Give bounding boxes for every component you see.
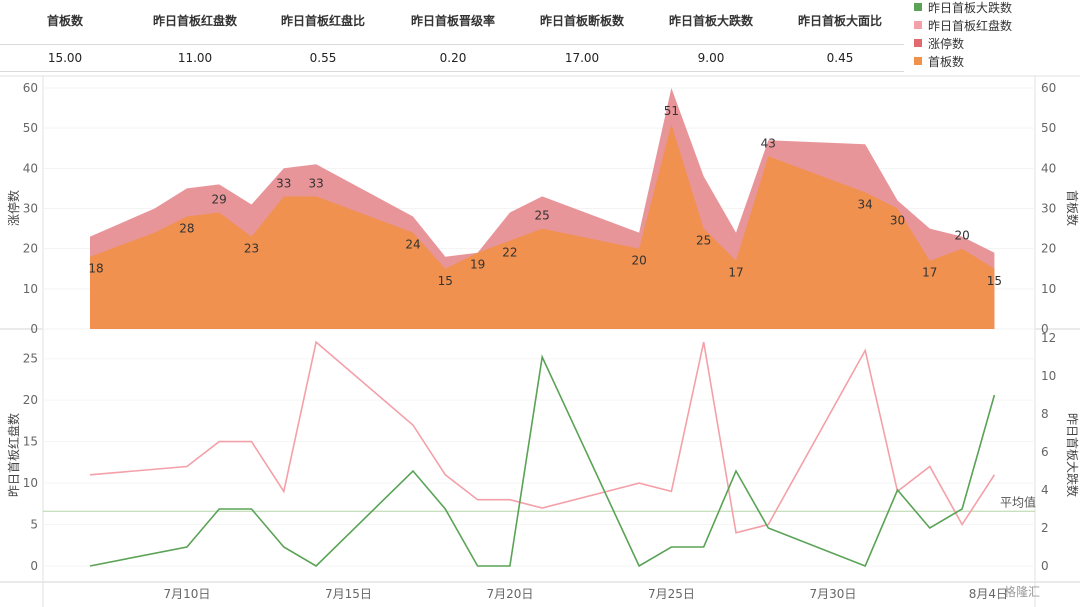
kpi-header: 昨日首板大跌数 bbox=[668, 14, 753, 28]
data-label: 34 bbox=[858, 197, 873, 211]
data-label: 43 bbox=[761, 136, 776, 150]
legend-item: 昨日首板大跌数 bbox=[914, 0, 1013, 15]
reference-line-label: 平均值 bbox=[1000, 494, 1036, 509]
x-tick-label: 7月15日 bbox=[325, 587, 372, 601]
legend-item: 首板数 bbox=[914, 54, 965, 69]
kpi-value: 11.00 bbox=[177, 51, 213, 65]
data-label: 28 bbox=[179, 222, 194, 236]
watermark: 格隆汇 bbox=[1004, 585, 1041, 599]
y-tick-label: 10 bbox=[23, 282, 38, 296]
y2-tick-label: 30 bbox=[1041, 202, 1056, 216]
legend-swatch bbox=[914, 39, 922, 47]
y-axis-title: 昨日首板红盘数 bbox=[6, 413, 21, 497]
legend-item: 涨停数 bbox=[914, 36, 965, 51]
data-label: 20 bbox=[631, 254, 646, 268]
series-line-big-drop bbox=[89, 354, 996, 568]
kpi-header: 首板数 bbox=[46, 14, 83, 28]
y2-tick-label: 6 bbox=[1041, 445, 1049, 459]
kpi-value: 17.00 bbox=[564, 51, 600, 65]
data-label: 51 bbox=[664, 104, 679, 118]
data-label: 18 bbox=[88, 262, 103, 276]
x-tick-label: 7月20日 bbox=[486, 587, 533, 601]
y2-tick-label: 0 bbox=[1041, 559, 1049, 573]
kpi-value: 0.55 bbox=[309, 51, 337, 65]
y-tick-label: 15 bbox=[23, 435, 38, 449]
data-label: 22 bbox=[502, 246, 517, 260]
kpi-header: 昨日首板断板数 bbox=[539, 14, 624, 28]
y-tick-label: 25 bbox=[23, 352, 38, 366]
y-tick-label: 10 bbox=[23, 476, 38, 490]
series-line-red-count bbox=[89, 340, 996, 534]
y2-tick-label: 20 bbox=[1041, 242, 1056, 256]
legend-label: 昨日首板大跌数 bbox=[928, 0, 1013, 15]
y-tick-label: 60 bbox=[23, 81, 38, 95]
y2-tick-label: 10 bbox=[1041, 282, 1056, 296]
data-label: 17 bbox=[922, 266, 937, 280]
x-tick-label: 8月4日 bbox=[969, 587, 1008, 601]
legend-label: 涨停数 bbox=[928, 36, 965, 51]
y-tick-label: 5 bbox=[30, 518, 38, 532]
y-tick-label: 20 bbox=[23, 393, 38, 407]
kpi-header: 昨日首板晋级率 bbox=[410, 14, 495, 28]
x-tick-label: 7月30日 bbox=[809, 587, 856, 601]
data-label: 24 bbox=[405, 238, 420, 252]
y2-tick-label: 50 bbox=[1041, 121, 1056, 135]
kpi-table: 首板数 昨日首板红盘数 昨日首板红盘比 昨日首板晋级率 昨日首板断板数 昨日首板大跌数 昨日… bbox=[0, 0, 904, 72]
legend-swatch bbox=[914, 3, 922, 11]
data-label: 19 bbox=[470, 258, 485, 272]
kpi-value: 0.45 bbox=[826, 51, 854, 65]
kpi-divider bbox=[0, 71, 904, 72]
y-tick-label: 20 bbox=[23, 242, 38, 256]
y2-tick-label: 10 bbox=[1041, 369, 1056, 383]
y-tick-label: 0 bbox=[30, 322, 38, 336]
y-tick-label: 40 bbox=[23, 161, 38, 175]
legend-label: 首板数 bbox=[928, 54, 965, 69]
y2-tick-label: 12 bbox=[1041, 331, 1056, 345]
legend-item: 昨日首板红盘数 bbox=[914, 18, 1013, 33]
y2-tick-label: 0 bbox=[1041, 322, 1049, 336]
y2-tick-label: 40 bbox=[1041, 161, 1056, 175]
kpi-header: 昨日首板大面比 bbox=[797, 14, 882, 28]
y2-tick-label: 60 bbox=[1041, 81, 1056, 95]
data-label: 25 bbox=[696, 234, 711, 248]
data-label: 33 bbox=[276, 176, 291, 190]
legend-swatch bbox=[914, 21, 922, 29]
data-label: 33 bbox=[308, 176, 323, 190]
y2-axis-title: 昨日首板大跌数 bbox=[1065, 413, 1080, 497]
data-label: 23 bbox=[244, 242, 259, 256]
kpi-header: 昨日首板红盘数 bbox=[152, 14, 237, 28]
data-label: 17 bbox=[728, 266, 743, 280]
x-tick-label: 7月10日 bbox=[163, 587, 210, 601]
kpi-value: 0.20 bbox=[439, 51, 467, 65]
data-label: 29 bbox=[212, 193, 227, 207]
y2-tick-label: 2 bbox=[1041, 521, 1049, 535]
y2-tick-label: 8 bbox=[1041, 407, 1049, 421]
y2-tick-label: 4 bbox=[1041, 483, 1049, 497]
data-label: 20 bbox=[954, 229, 969, 243]
series-area-first-board bbox=[90, 124, 995, 329]
legend-swatch bbox=[914, 57, 922, 65]
kpi-divider bbox=[0, 44, 904, 45]
data-label: 15 bbox=[438, 274, 453, 288]
data-label: 30 bbox=[890, 214, 905, 228]
y-axis-title: 涨停数 bbox=[6, 190, 21, 226]
data-label: 15 bbox=[987, 274, 1002, 288]
y-tick-label: 0 bbox=[30, 559, 38, 573]
kpi-value: 9.00 bbox=[697, 51, 725, 65]
y-tick-label: 30 bbox=[23, 202, 38, 216]
kpi-header: 昨日首板红盘比 bbox=[280, 14, 365, 28]
x-tick-label: 7月25日 bbox=[648, 587, 695, 601]
y-tick-label: 50 bbox=[23, 121, 38, 135]
y2-axis-title: 首板数 bbox=[1065, 190, 1080, 226]
legend-label: 昨日首板红盘数 bbox=[928, 18, 1013, 33]
data-label: 25 bbox=[535, 209, 550, 223]
kpi-value: 15.00 bbox=[47, 51, 83, 65]
